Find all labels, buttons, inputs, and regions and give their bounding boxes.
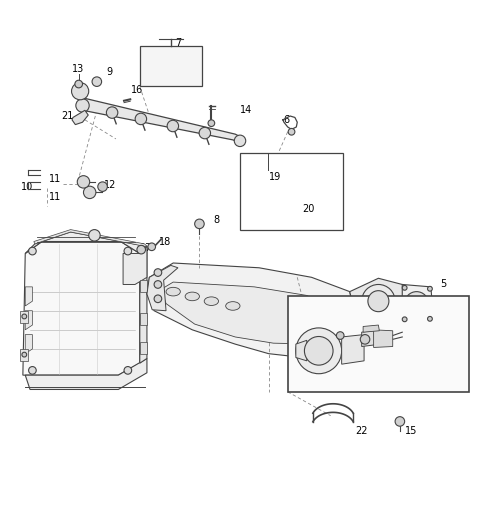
Text: 10: 10 xyxy=(22,181,34,191)
Circle shape xyxy=(84,186,96,199)
Text: 22: 22 xyxy=(356,426,368,436)
Text: 2: 2 xyxy=(376,349,382,359)
Polygon shape xyxy=(140,246,147,363)
Bar xyxy=(140,46,202,86)
Circle shape xyxy=(89,229,100,241)
Text: 17: 17 xyxy=(140,242,152,252)
Circle shape xyxy=(29,367,36,374)
Circle shape xyxy=(148,243,156,250)
Circle shape xyxy=(124,367,132,374)
Circle shape xyxy=(22,314,27,319)
Text: 14: 14 xyxy=(240,105,252,115)
Polygon shape xyxy=(140,342,147,353)
Polygon shape xyxy=(25,358,147,389)
Bar xyxy=(240,153,343,229)
Circle shape xyxy=(154,269,162,276)
Polygon shape xyxy=(161,282,340,344)
Circle shape xyxy=(405,291,429,316)
Polygon shape xyxy=(25,232,147,254)
Ellipse shape xyxy=(204,297,218,306)
Text: 18: 18 xyxy=(159,237,171,247)
Polygon shape xyxy=(21,349,28,361)
Bar xyxy=(288,297,469,392)
Ellipse shape xyxy=(226,301,240,310)
Circle shape xyxy=(29,247,36,255)
Text: 4: 4 xyxy=(393,306,399,316)
Polygon shape xyxy=(350,278,412,322)
Circle shape xyxy=(72,83,89,100)
Text: 5: 5 xyxy=(441,279,447,289)
Circle shape xyxy=(124,247,132,255)
Circle shape xyxy=(107,107,118,118)
Polygon shape xyxy=(296,340,307,361)
Circle shape xyxy=(360,335,370,344)
Text: 12: 12 xyxy=(104,180,116,190)
Polygon shape xyxy=(342,335,364,364)
Circle shape xyxy=(428,317,432,321)
Text: 16: 16 xyxy=(131,85,144,95)
Circle shape xyxy=(76,99,89,112)
Polygon shape xyxy=(72,110,88,125)
Circle shape xyxy=(304,337,333,365)
Circle shape xyxy=(402,317,407,322)
Text: 11: 11 xyxy=(49,192,61,202)
Ellipse shape xyxy=(166,287,180,296)
Circle shape xyxy=(368,291,389,312)
Circle shape xyxy=(22,352,27,357)
Circle shape xyxy=(137,245,145,254)
Text: 1: 1 xyxy=(352,313,358,323)
Polygon shape xyxy=(140,280,147,291)
Polygon shape xyxy=(21,311,28,322)
Circle shape xyxy=(234,135,246,147)
Text: 8: 8 xyxy=(214,215,220,225)
Circle shape xyxy=(428,286,432,291)
Polygon shape xyxy=(402,285,433,322)
Polygon shape xyxy=(147,266,178,311)
Polygon shape xyxy=(25,311,33,330)
Text: 3: 3 xyxy=(336,308,342,318)
Circle shape xyxy=(75,80,83,88)
Circle shape xyxy=(77,176,90,188)
Polygon shape xyxy=(373,330,393,348)
Circle shape xyxy=(395,417,405,426)
Polygon shape xyxy=(34,229,147,246)
Circle shape xyxy=(402,286,407,290)
Text: 13: 13 xyxy=(72,64,84,74)
Text: 20: 20 xyxy=(302,204,314,214)
Ellipse shape xyxy=(185,292,199,301)
Polygon shape xyxy=(25,335,33,353)
Circle shape xyxy=(135,113,146,125)
Text: 9: 9 xyxy=(107,67,112,77)
Text: 6: 6 xyxy=(283,115,289,125)
Circle shape xyxy=(362,285,395,318)
Polygon shape xyxy=(362,330,381,347)
Text: 19: 19 xyxy=(269,172,281,182)
Circle shape xyxy=(167,120,179,132)
Polygon shape xyxy=(23,241,140,375)
Circle shape xyxy=(154,281,162,288)
Text: 15: 15 xyxy=(405,426,417,436)
Polygon shape xyxy=(78,98,245,144)
Polygon shape xyxy=(363,325,379,332)
Circle shape xyxy=(336,332,344,339)
Text: 11: 11 xyxy=(49,175,61,185)
Text: 21: 21 xyxy=(61,111,73,121)
Polygon shape xyxy=(123,246,147,285)
Polygon shape xyxy=(25,287,33,306)
Polygon shape xyxy=(140,313,147,325)
Circle shape xyxy=(296,328,342,373)
Circle shape xyxy=(98,182,108,191)
Circle shape xyxy=(195,219,204,229)
Circle shape xyxy=(154,295,162,302)
Circle shape xyxy=(199,127,211,139)
Text: 7: 7 xyxy=(176,38,182,48)
Circle shape xyxy=(208,120,215,127)
Circle shape xyxy=(92,77,102,86)
Circle shape xyxy=(288,128,295,135)
Polygon shape xyxy=(147,263,355,358)
